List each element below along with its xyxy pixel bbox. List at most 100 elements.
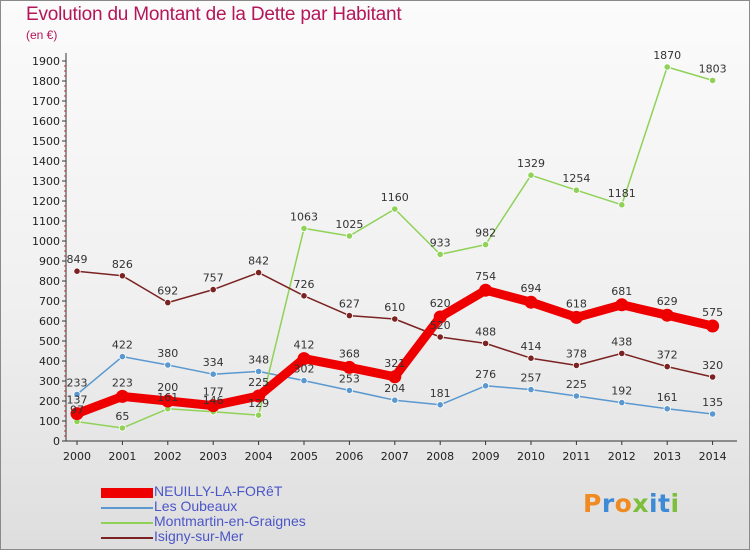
- data-point: [252, 389, 266, 403]
- data-point: [255, 367, 263, 375]
- data-label: 65: [115, 410, 129, 423]
- data-point: [618, 349, 626, 357]
- legend-label: NEUILLY-LA-FORêT: [154, 483, 283, 499]
- legend-swatch: [101, 507, 153, 509]
- legend-label: Montmartin-en-Graignes: [154, 513, 306, 529]
- data-label: 1181: [608, 187, 636, 200]
- y-tick-label: 1300: [32, 175, 60, 188]
- data-point: [481, 382, 490, 390]
- data-label: 1025: [335, 218, 363, 231]
- y-tick-label: 900: [39, 255, 60, 268]
- data-point: [569, 310, 583, 324]
- y-tick-label: 1700: [32, 95, 60, 108]
- y-tick-label: 1200: [32, 195, 60, 208]
- data-label: 372: [657, 349, 678, 362]
- data-label: 575: [702, 306, 723, 319]
- data-label: 177: [203, 386, 224, 399]
- data-point: [345, 232, 353, 240]
- legend-label: Isigny-sur-Mer: [154, 528, 244, 544]
- data-point: [300, 292, 308, 300]
- data-point: [527, 354, 535, 362]
- data-point: [663, 63, 671, 71]
- data-label: 161: [657, 391, 678, 404]
- data-label: 1254: [562, 172, 590, 185]
- y-tick-label: 1100: [32, 215, 60, 228]
- y-tick-label: 300: [39, 375, 60, 388]
- data-label: 192: [611, 385, 632, 398]
- data-label: 629: [657, 295, 678, 308]
- data-label: 438: [611, 335, 632, 348]
- data-label: 253: [339, 372, 360, 385]
- data-point: [572, 392, 581, 400]
- legend-swatch: [101, 522, 153, 524]
- data-point: [660, 308, 674, 322]
- data-label: 161: [157, 391, 178, 404]
- logo-letter: i: [670, 489, 680, 518]
- data-label: 380: [157, 347, 178, 360]
- data-point: [391, 315, 399, 323]
- data-point: [663, 362, 671, 371]
- data-label: 348: [248, 353, 269, 366]
- data-point: [118, 352, 127, 361]
- data-label: 225: [248, 376, 269, 389]
- data-point: [70, 407, 84, 421]
- x-tick-label: 2000: [63, 450, 91, 463]
- x-tick-label: 2002: [154, 450, 182, 463]
- data-point: [433, 310, 447, 324]
- y-tick-label: 800: [39, 275, 60, 288]
- x-tick-label: 2012: [608, 450, 636, 463]
- y-tick-label: 1600: [32, 115, 60, 128]
- data-point: [572, 361, 581, 369]
- data-point: [345, 386, 353, 394]
- data-label: 334: [203, 356, 224, 369]
- data-label: 488: [475, 325, 496, 338]
- data-point: [118, 272, 127, 280]
- data-point: [615, 298, 629, 312]
- x-tick-label: 2011: [562, 450, 590, 463]
- data-point: [527, 385, 535, 394]
- data-label: 302: [294, 363, 315, 376]
- data-label: 826: [112, 258, 133, 271]
- data-label: 200: [157, 381, 178, 394]
- y-tick-label: 200: [39, 395, 60, 408]
- data-point: [481, 339, 490, 347]
- data-label: 320: [702, 359, 723, 372]
- data-label: 627: [339, 298, 360, 311]
- data-label: 97: [70, 404, 84, 417]
- data-point: [345, 311, 353, 320]
- x-tick-label: 2007: [381, 450, 409, 463]
- y-tick-label: 1900: [32, 55, 60, 68]
- data-point: [618, 201, 626, 209]
- data-point: [436, 250, 444, 258]
- data-point: [663, 405, 671, 413]
- data-point: [73, 390, 81, 398]
- x-tick-label: 2014: [699, 450, 727, 463]
- y-tick-label: 100: [39, 415, 60, 428]
- x-tick-label: 2009: [472, 450, 500, 463]
- data-label: 129: [248, 397, 269, 410]
- data-label: 933: [430, 236, 451, 249]
- data-point: [708, 76, 717, 85]
- data-point: [618, 398, 626, 407]
- data-point: [342, 360, 356, 374]
- data-label: 378: [566, 347, 587, 360]
- data-label: 618: [566, 297, 587, 310]
- data-label: 1329: [517, 157, 545, 170]
- data-label: 135: [702, 396, 723, 409]
- data-label: 233: [67, 376, 88, 389]
- data-point: [73, 267, 81, 275]
- chart-title: Evolution du Montant de la Dette par Hab…: [26, 4, 402, 25]
- logo-letter: t: [658, 489, 671, 518]
- y-tick-label: 700: [39, 295, 60, 308]
- data-label: 414: [521, 340, 542, 353]
- x-tick-label: 2005: [290, 450, 318, 463]
- logo-letter: i: [649, 489, 659, 518]
- data-label: 146: [203, 394, 224, 407]
- x-tick-label: 2004: [245, 450, 273, 463]
- data-label: 610: [384, 301, 405, 314]
- data-point: [164, 361, 172, 369]
- x-tick-label: 2001: [108, 450, 136, 463]
- data-label: 726: [294, 278, 315, 291]
- y-tick-label: 600: [39, 315, 60, 328]
